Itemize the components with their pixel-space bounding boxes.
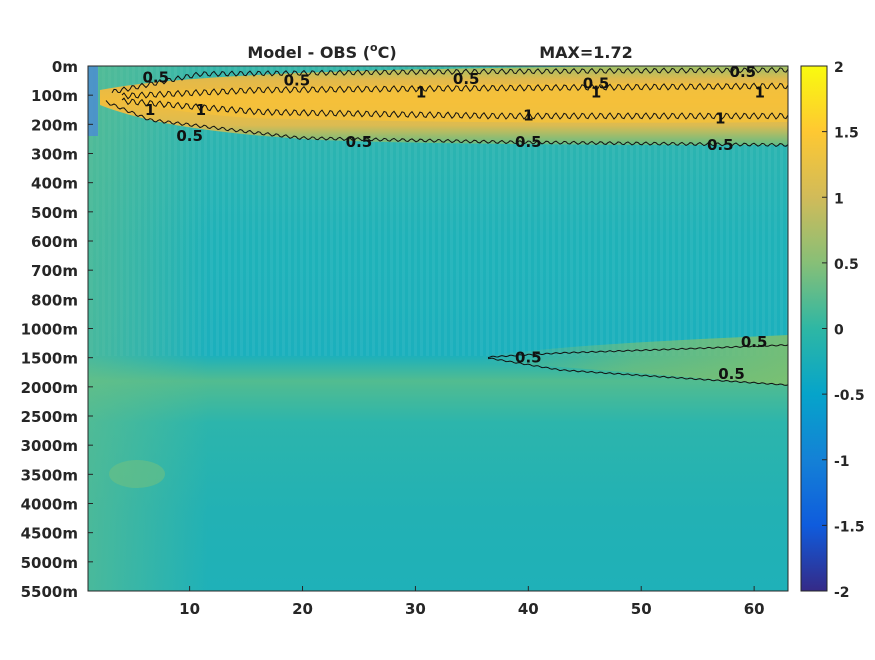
contour-0.5-deep-upper (487, 344, 788, 359)
contour-label: 0.5 (707, 136, 734, 154)
y-tick-label: 400m (31, 175, 78, 193)
max-annotation: MAX=1.72 (539, 43, 633, 62)
left-edge-warm (88, 66, 208, 591)
colorbar-tick-label: -1.5 (834, 519, 865, 535)
contour-label: 1 (416, 83, 426, 101)
contour-1-lower (121, 97, 788, 120)
y-tick-label: 300m (31, 146, 78, 164)
y-tick-label: 1500m (21, 350, 78, 368)
plot-area: 0.5 0.5 0.5 0.50.51 1 11 1 1 10.5 0.5 0.5 0.50.50.5… (88, 63, 788, 591)
y-tick-label: 500m (31, 204, 78, 222)
x-tick-label: 20 (292, 600, 313, 618)
contour-1-upper (121, 82, 788, 100)
x-tick-label: 30 (405, 600, 426, 618)
contour-0.5-lower (105, 100, 788, 147)
contour-label: 1 (523, 107, 533, 125)
warm-core (120, 83, 788, 123)
abyssal-warm-patch (109, 460, 165, 488)
y-tick-label: 5000m (21, 554, 78, 572)
contour-0.5-upper (111, 66, 788, 94)
colorbar-tick-label: 1 (834, 191, 844, 207)
y-tick-label: 1000m (21, 321, 78, 339)
colorbar-tick-label: -2 (834, 585, 850, 601)
colorbar: 2 1.5 1 0.5 0 -0.5 -1 -1.5 -2 (800, 60, 865, 601)
y-tick-label: 2500m (21, 408, 78, 426)
y-tick-label: 3500m (21, 466, 78, 484)
x-axis: 10 20 30 40 50 60 (179, 586, 765, 618)
contour-label: 0.5 (515, 133, 542, 151)
y-tick-label: 3000m (21, 437, 78, 455)
contour-label: 0.5 (741, 333, 768, 351)
colorbar-tick-label: 1.5 (834, 126, 859, 142)
contour-label: 1 (145, 101, 155, 119)
colorbar-ticks: 2 1.5 1 0.5 0 -0.5 -1 -1.5 -2 (822, 60, 865, 601)
y-tick-label: 100m (31, 87, 78, 105)
contour-label: 1 (715, 110, 725, 128)
y-tick-label: 200m (31, 116, 78, 134)
contour-labels: 0.5 0.5 0.5 0.50.51 1 11 1 1 10.5 0.5 0.5 0.50.50.5… (142, 63, 768, 383)
contour-label: 0.5 (515, 349, 542, 367)
y-tick-label: 4500m (21, 525, 78, 543)
contour-label: 0.5 (453, 70, 480, 88)
y-tick-label: 800m (31, 291, 78, 309)
contour-label: 1 (755, 83, 765, 101)
contour-label: 0.5 (176, 127, 203, 145)
contour-label: 0.5 (583, 75, 610, 93)
colorbar-tick-label: 0.5 (834, 257, 859, 273)
y-tick-label: 0m (52, 58, 78, 76)
colorbar-tick-label: -0.5 (834, 388, 865, 404)
contour-label: 0.5 (284, 72, 311, 90)
y-tick-label: 2000m (21, 379, 78, 397)
contour-0.5-deep-lower (487, 357, 788, 386)
x-tick-label: 10 (179, 600, 200, 618)
colorbar-tick-label: 2 (834, 60, 844, 76)
y-tick-label: 5500m (21, 583, 78, 601)
x-tick-label: 40 (518, 600, 539, 618)
y-tick-label: 4000m (21, 496, 78, 514)
contour-label: 0.5 (346, 133, 373, 151)
contour-label: 0.5 (730, 63, 757, 81)
chart-title: Model - OBS (oC) (247, 41, 396, 62)
contour-label: 0.5 (718, 365, 745, 383)
y-tick-label: 700m (31, 262, 78, 280)
y-axis: 0m 100m 200m 300m 400m 500m 600m 700m 800m 1000m 1… (21, 58, 93, 601)
colorbar-tick-label: 0 (834, 323, 844, 339)
contour-lines (105, 66, 788, 386)
x-tick-label: 60 (744, 600, 765, 618)
contour-label: 1 (196, 101, 206, 119)
contour-label: 0.5 (142, 69, 169, 87)
x-tick-label: 50 (631, 600, 652, 618)
contour-label: 1 (591, 83, 601, 101)
surface-cool-strip (88, 66, 98, 136)
y-tick-label: 600m (31, 233, 78, 251)
colorbar-tick-label: -1 (834, 454, 850, 470)
